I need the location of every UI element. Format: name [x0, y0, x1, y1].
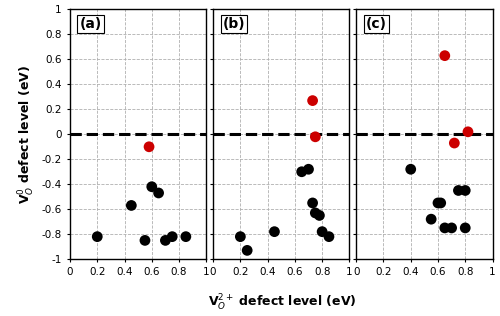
- Point: [243, 248, 251, 253]
- Point: [270, 229, 278, 234]
- Point: [325, 234, 333, 239]
- Point: [316, 213, 324, 218]
- Point: [461, 188, 469, 193]
- Text: V$_O^{2+}$ defect level (eV): V$_O^{2+}$ defect level (eV): [208, 293, 357, 313]
- Point: [441, 53, 449, 58]
- Point: [154, 191, 162, 196]
- Point: [450, 141, 458, 146]
- Point: [454, 188, 462, 193]
- Y-axis label: V$_O^0$ defect level (eV): V$_O^0$ defect level (eV): [17, 65, 38, 204]
- Point: [308, 98, 316, 103]
- Text: (c): (c): [366, 17, 387, 31]
- Point: [448, 225, 456, 230]
- Point: [312, 210, 320, 216]
- Point: [406, 167, 414, 172]
- Point: [318, 229, 326, 234]
- Point: [464, 129, 472, 134]
- Point: [441, 225, 449, 230]
- Point: [312, 134, 320, 139]
- Point: [298, 169, 306, 174]
- Point: [427, 217, 435, 222]
- Point: [141, 238, 149, 243]
- Point: [148, 184, 156, 189]
- Point: [461, 225, 469, 230]
- Point: [128, 203, 136, 208]
- Text: (b): (b): [222, 17, 246, 31]
- Point: [236, 234, 244, 239]
- Point: [308, 200, 316, 205]
- Point: [162, 238, 170, 243]
- Point: [182, 234, 190, 239]
- Text: (a): (a): [80, 17, 102, 31]
- Point: [168, 234, 176, 239]
- Point: [94, 234, 102, 239]
- Point: [436, 200, 444, 205]
- Point: [434, 200, 442, 205]
- Point: [145, 144, 153, 149]
- Point: [304, 167, 312, 172]
